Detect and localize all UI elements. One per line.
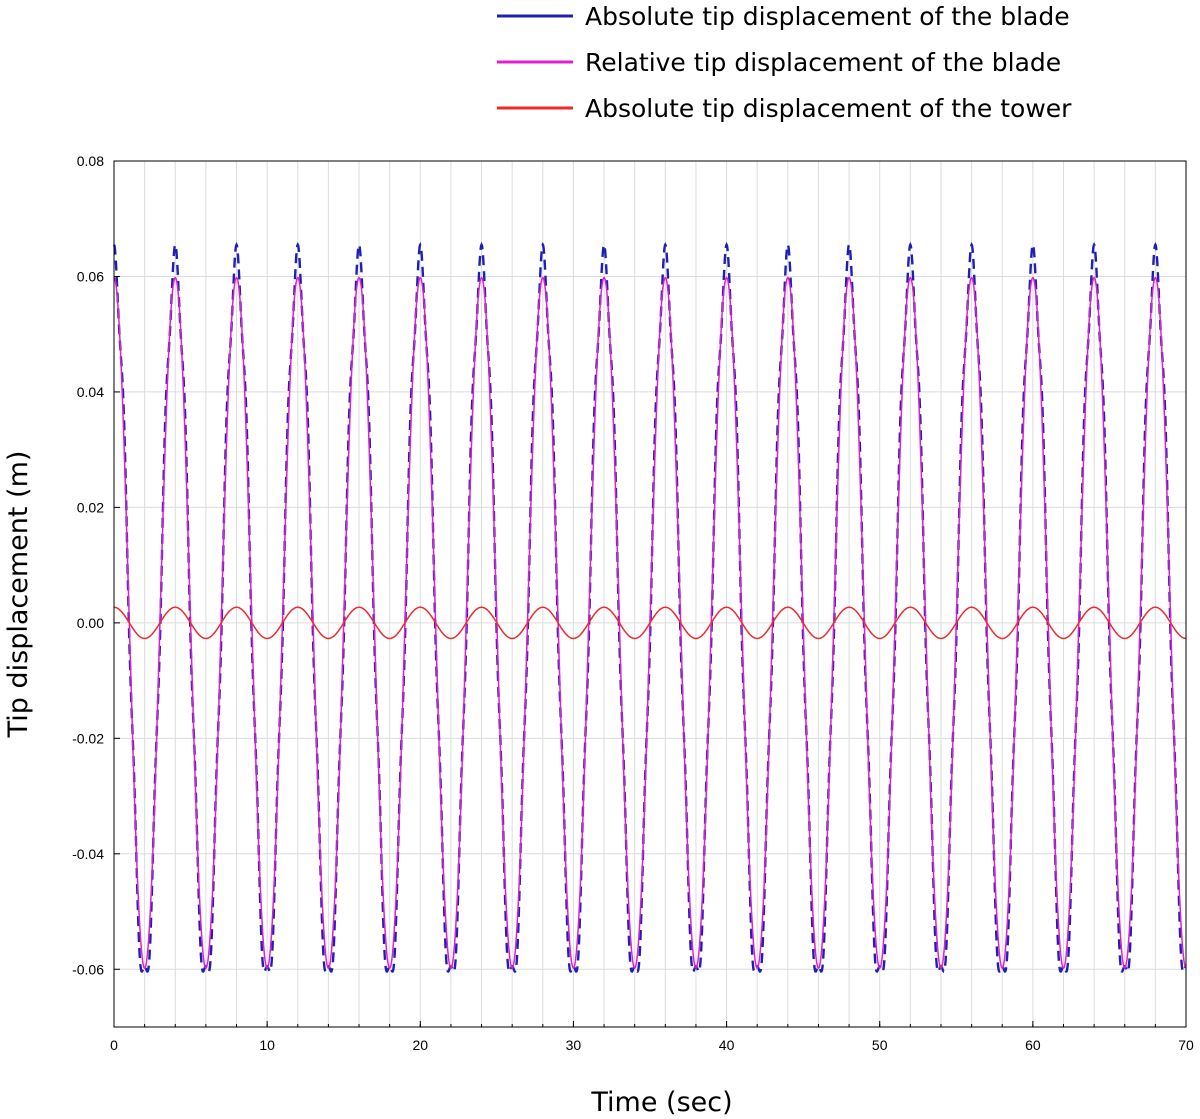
series-absolute-blade [112,242,1187,973]
x-tick-label: 10 [259,1037,275,1053]
y-tick-label: 0.00 [77,615,104,631]
y-tick-label: -0.04 [72,846,104,862]
y-tick-label: 0.08 [77,153,104,169]
x-axis-title: Time (sec) [590,1087,732,1118]
y-tick-label: 0.04 [77,384,104,400]
legend-label-absolute-blade: Absolute tip displacement of the blade [585,2,1070,31]
y-tick-label: -0.06 [72,961,104,977]
legend: Absolute tip displacement of the blade R… [497,2,1072,123]
y-axis-title: Tip displacement (m) [3,451,34,739]
x-tick-label: 30 [566,1037,582,1053]
series-absolute-tower [113,606,1187,640]
x-tick-label: 60 [1025,1037,1041,1053]
x-tick-label: 50 [872,1037,888,1053]
legend-entry-relative-blade: Relative tip displacement of the blade [497,48,1061,77]
legend-entry-absolute-blade: Absolute tip displacement of the blade [497,2,1070,31]
series-layer [112,242,1187,973]
legend-entry-absolute-tower: Absolute tip displacement of the tower [497,94,1072,123]
x-tick-label: 70 [1178,1037,1194,1053]
y-tick-label: 0.02 [77,499,104,515]
x-tick-label: 20 [412,1037,428,1053]
legend-label-absolute-tower: Absolute tip displacement of the tower [585,94,1072,123]
x-tick-label: 40 [719,1037,735,1053]
y-tick-label: -0.02 [72,730,104,746]
y-tick-label: 0.06 [77,268,104,284]
plot-frame [113,160,1187,1028]
x-tick-label: 0 [110,1037,118,1053]
axis-ticks: 0 10 20 30 40 50 60 70 0.08 0.06 0.04 0.02 0.00 -0.02… [72,153,1194,1053]
legend-label-relative-blade: Relative tip displacement of the blade [585,48,1061,77]
